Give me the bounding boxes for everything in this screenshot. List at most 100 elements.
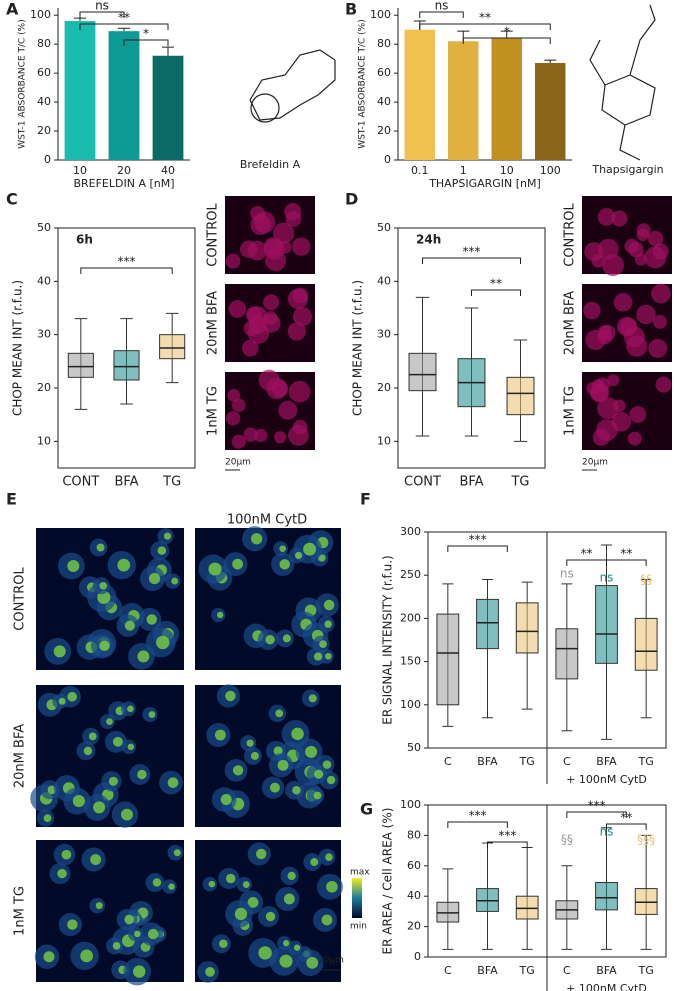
cell-er [53, 645, 66, 658]
cell-er [258, 946, 272, 960]
cell-er [90, 854, 102, 865]
y-tick-label: 30 [377, 328, 391, 341]
y-tick-label: 40 [37, 274, 51, 287]
bracket [566, 559, 607, 566]
y-tick-label: 0 [414, 950, 421, 963]
y-tick-label: 20 [377, 381, 391, 394]
annotation: ns [435, 0, 449, 13]
cell-er [319, 640, 327, 648]
cell [225, 411, 241, 426]
y-tick-label: 100 [400, 698, 421, 711]
cell [613, 399, 626, 413]
cell-er [167, 777, 179, 788]
cell [602, 254, 625, 277]
cell-er [163, 532, 172, 540]
y-tick-label: 60 [407, 859, 421, 872]
bracket [79, 11, 125, 18]
row-label: 20nM BFA [563, 291, 578, 355]
cell [247, 240, 268, 261]
x-tick-label: BFA [596, 755, 617, 768]
cell-er [294, 551, 303, 560]
error-bar [500, 30, 513, 39]
x-axis-label: BREFELDIN A [nM] [73, 177, 174, 190]
annotation: * [504, 25, 510, 39]
x-tick-label: C [563, 964, 571, 977]
row-label: 20nM BFA [206, 291, 221, 355]
x-tick-label: BFA [459, 475, 483, 490]
cell-er [220, 793, 232, 806]
bracket [471, 289, 521, 296]
y-axis-label: WST-1 ABSORBANCE T/C (%) [358, 19, 368, 149]
error-bar [118, 27, 130, 32]
cell-er [67, 919, 78, 930]
structure-thapsigargin [589, 4, 656, 161]
cell [258, 369, 280, 391]
x-tick-label: 1 [460, 164, 467, 177]
cell-er [93, 801, 106, 814]
y-tick-label: 80 [377, 37, 391, 50]
cell-er [106, 718, 113, 725]
row-label: CONTROL [13, 567, 28, 631]
y-axis-label: CHOP MEAN INT (r.f.u.) [11, 280, 25, 416]
cell [653, 314, 667, 329]
bracket [419, 23, 551, 30]
cell-er [292, 786, 301, 795]
cell-er [225, 873, 236, 884]
cell [629, 406, 647, 423]
cell-er [171, 577, 179, 585]
y-tick-label: 30 [37, 328, 51, 341]
bracket [447, 545, 508, 552]
bracket [419, 11, 464, 18]
cell-er [232, 765, 244, 776]
cell [247, 306, 268, 327]
cell-er [282, 940, 290, 947]
box [555, 628, 579, 680]
y-axis-label: WST-1 ABSORBANCE T/C (%) [18, 19, 28, 149]
cell [292, 307, 313, 327]
cell-er [219, 939, 228, 949]
cell-er [148, 711, 156, 718]
cell-er [43, 814, 52, 823]
cell [243, 427, 258, 442]
cell [652, 243, 669, 260]
error-bar [162, 46, 174, 56]
row-label: CONTROL [563, 203, 578, 267]
box [634, 888, 658, 915]
cell-er [157, 546, 167, 555]
cell-er [127, 743, 135, 751]
panel-label: B [345, 0, 357, 19]
y-tick-label: 20 [37, 381, 51, 394]
cell [623, 326, 645, 348]
cell-er [246, 739, 254, 747]
cell [287, 322, 307, 341]
panel-label: E [6, 490, 17, 509]
cell-er [58, 697, 66, 705]
cell-er [96, 543, 105, 552]
cell-er [313, 791, 322, 800]
y-tick-label: 20 [37, 124, 51, 137]
box [476, 598, 499, 650]
cell [228, 300, 247, 318]
box [159, 334, 186, 360]
bar [448, 41, 479, 160]
box [67, 352, 94, 378]
annotation: * [143, 27, 149, 41]
x-tick-label: 10 [73, 164, 87, 177]
cell-er [108, 776, 118, 786]
annotation: *** [118, 255, 136, 269]
cell-er [43, 951, 55, 963]
bar [491, 38, 522, 160]
cell-er [251, 533, 263, 545]
panel-label: C [6, 190, 18, 209]
cell-er [293, 944, 301, 951]
x-tick-label: BFA [114, 475, 138, 490]
annotation: ** [620, 811, 632, 825]
annotation: ** [479, 11, 491, 25]
annotation: *** [463, 245, 481, 259]
annotation: *** [498, 829, 516, 843]
cell [292, 237, 311, 256]
cell [613, 292, 633, 312]
cell-er [67, 691, 78, 702]
x-tick-label: TG [519, 755, 535, 768]
cell [597, 208, 616, 226]
